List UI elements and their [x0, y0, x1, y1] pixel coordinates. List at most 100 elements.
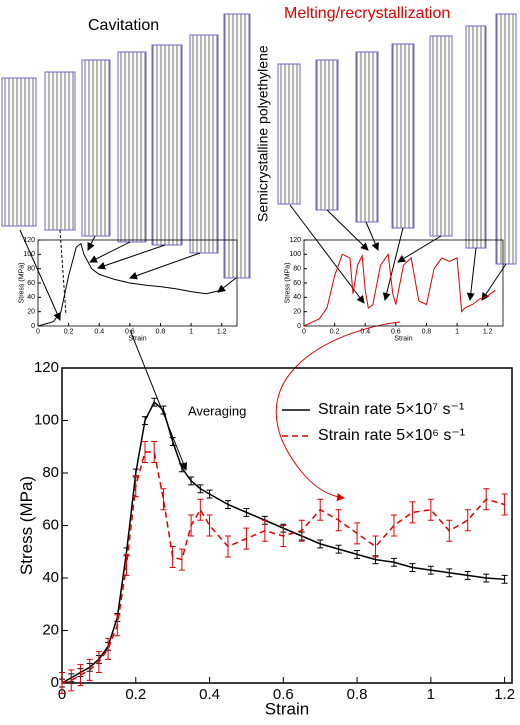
x-tick-label: 0.2 [125, 686, 146, 703]
series-line [303, 252, 496, 327]
error-bar [68, 669, 75, 692]
error-bar [178, 548, 185, 571]
error-bar [59, 672, 65, 694]
error-bar [354, 549, 361, 559]
snapshots-left [1, 13, 251, 279]
error-bar [483, 488, 490, 511]
error-bar [95, 651, 102, 673]
error-bar [464, 570, 471, 580]
y-tick-label: 80 [293, 266, 301, 273]
error-bar [169, 546, 176, 568]
y-tick-label: 100 [34, 411, 59, 428]
error-bar [409, 501, 416, 524]
y-tick-label: 40 [27, 294, 35, 301]
error-bar [224, 535, 231, 558]
error-bar [483, 573, 490, 583]
x-tick-label: 1 [427, 686, 435, 703]
error-bar [206, 489, 213, 499]
error-bar [464, 509, 471, 532]
melting-label: Melting/recrystallization [284, 5, 450, 22]
plot-frame [303, 239, 504, 327]
x-tick-label: 0 [58, 686, 66, 703]
x-tick-label: 0.6 [273, 686, 294, 703]
x-tick-label: 0.8 [347, 686, 368, 703]
x-tick-label: 0 [36, 328, 40, 335]
error-bar [188, 476, 195, 486]
error-bar [390, 514, 397, 537]
error-bar [160, 488, 167, 511]
error-bar [409, 563, 416, 572]
x-tick-label: 1.2 [494, 686, 515, 703]
error-bar [317, 498, 324, 521]
y-tick-label: 20 [293, 309, 301, 316]
error-bar [151, 441, 158, 463]
error-bar [86, 658, 93, 681]
y-tick-label: 120 [289, 237, 301, 244]
x-tick-label: 1.2 [483, 328, 493, 335]
x-tick-label: 1.2 [217, 328, 227, 335]
error-bar [501, 574, 508, 584]
error-bar [178, 463, 185, 473]
y-tick-label: 0 [297, 323, 301, 330]
x-axis-label: Strain [265, 699, 309, 718]
error-bar [160, 405, 167, 415]
y-axis-label: Stress (MPa) [19, 263, 26, 304]
error-bar [114, 614, 121, 637]
error-bar [77, 664, 84, 687]
x-tick-label: 0.6 [391, 328, 401, 335]
y-tick-label: 60 [293, 280, 301, 287]
y-tick-label: 80 [42, 464, 59, 481]
x-tick-label: 0.8 [422, 328, 432, 335]
error-bar [197, 484, 204, 494]
legend-label: Strain rate 5×10⁷ s⁻¹ [318, 401, 464, 418]
x-axis-label: Strain [394, 335, 412, 342]
error-bar [141, 441, 148, 463]
y-tick-label: 20 [42, 621, 59, 638]
averaging-label: Averaging [188, 403, 246, 418]
error-bar [501, 493, 508, 516]
x-tick-label: 0.2 [330, 328, 340, 335]
y-tick-label: 40 [42, 569, 59, 586]
x-tick-label: 0.8 [156, 328, 166, 335]
y-tick-label: 120 [34, 359, 59, 376]
error-bar [243, 507, 250, 517]
error-bar [317, 539, 324, 549]
error-bar [446, 519, 453, 542]
error-bar [169, 437, 176, 446]
x-tick-label: 0 [302, 328, 306, 335]
error-bar [151, 397, 158, 407]
material-label: Semicrystalline polyethylene [255, 45, 271, 222]
error-bar [206, 514, 213, 537]
error-bar [188, 514, 195, 537]
y-tick-label: 60 [42, 516, 59, 533]
error-bar [243, 527, 250, 550]
legend-label: Strain rate 5×10⁶ s⁻¹ [318, 427, 465, 444]
error-bar [224, 500, 231, 509]
y-tick-label: 0 [51, 674, 59, 691]
cavitation-label: Cavitation [88, 17, 159, 34]
error-bar [372, 535, 379, 558]
y-tick-label: 40 [293, 294, 301, 301]
error-bar [335, 509, 342, 532]
series-line [61, 451, 505, 684]
y-tick-label: 20 [27, 309, 35, 316]
error-bar [335, 544, 342, 554]
error-bar [197, 498, 204, 521]
x-tick-label: 0.4 [94, 328, 104, 335]
error-bar [427, 565, 434, 575]
x-tick-label: 0.4 [360, 328, 370, 335]
x-tick-label: 1 [455, 328, 459, 335]
error-bar [141, 416, 148, 425]
y-axis-label: Stress (MPa) [285, 263, 292, 304]
x-tick-label: 0.6 [125, 328, 135, 335]
arrows [19, 204, 507, 502]
y-tick-label: 100 [289, 251, 301, 258]
error-bar [132, 475, 139, 498]
y-tick-label: 0 [31, 323, 35, 330]
series-line [37, 242, 222, 327]
y-axis-label: Stress (MPa) [17, 476, 36, 575]
error-bar [354, 522, 361, 545]
y-tick-label: 80 [27, 266, 35, 273]
error-bar [446, 568, 453, 578]
